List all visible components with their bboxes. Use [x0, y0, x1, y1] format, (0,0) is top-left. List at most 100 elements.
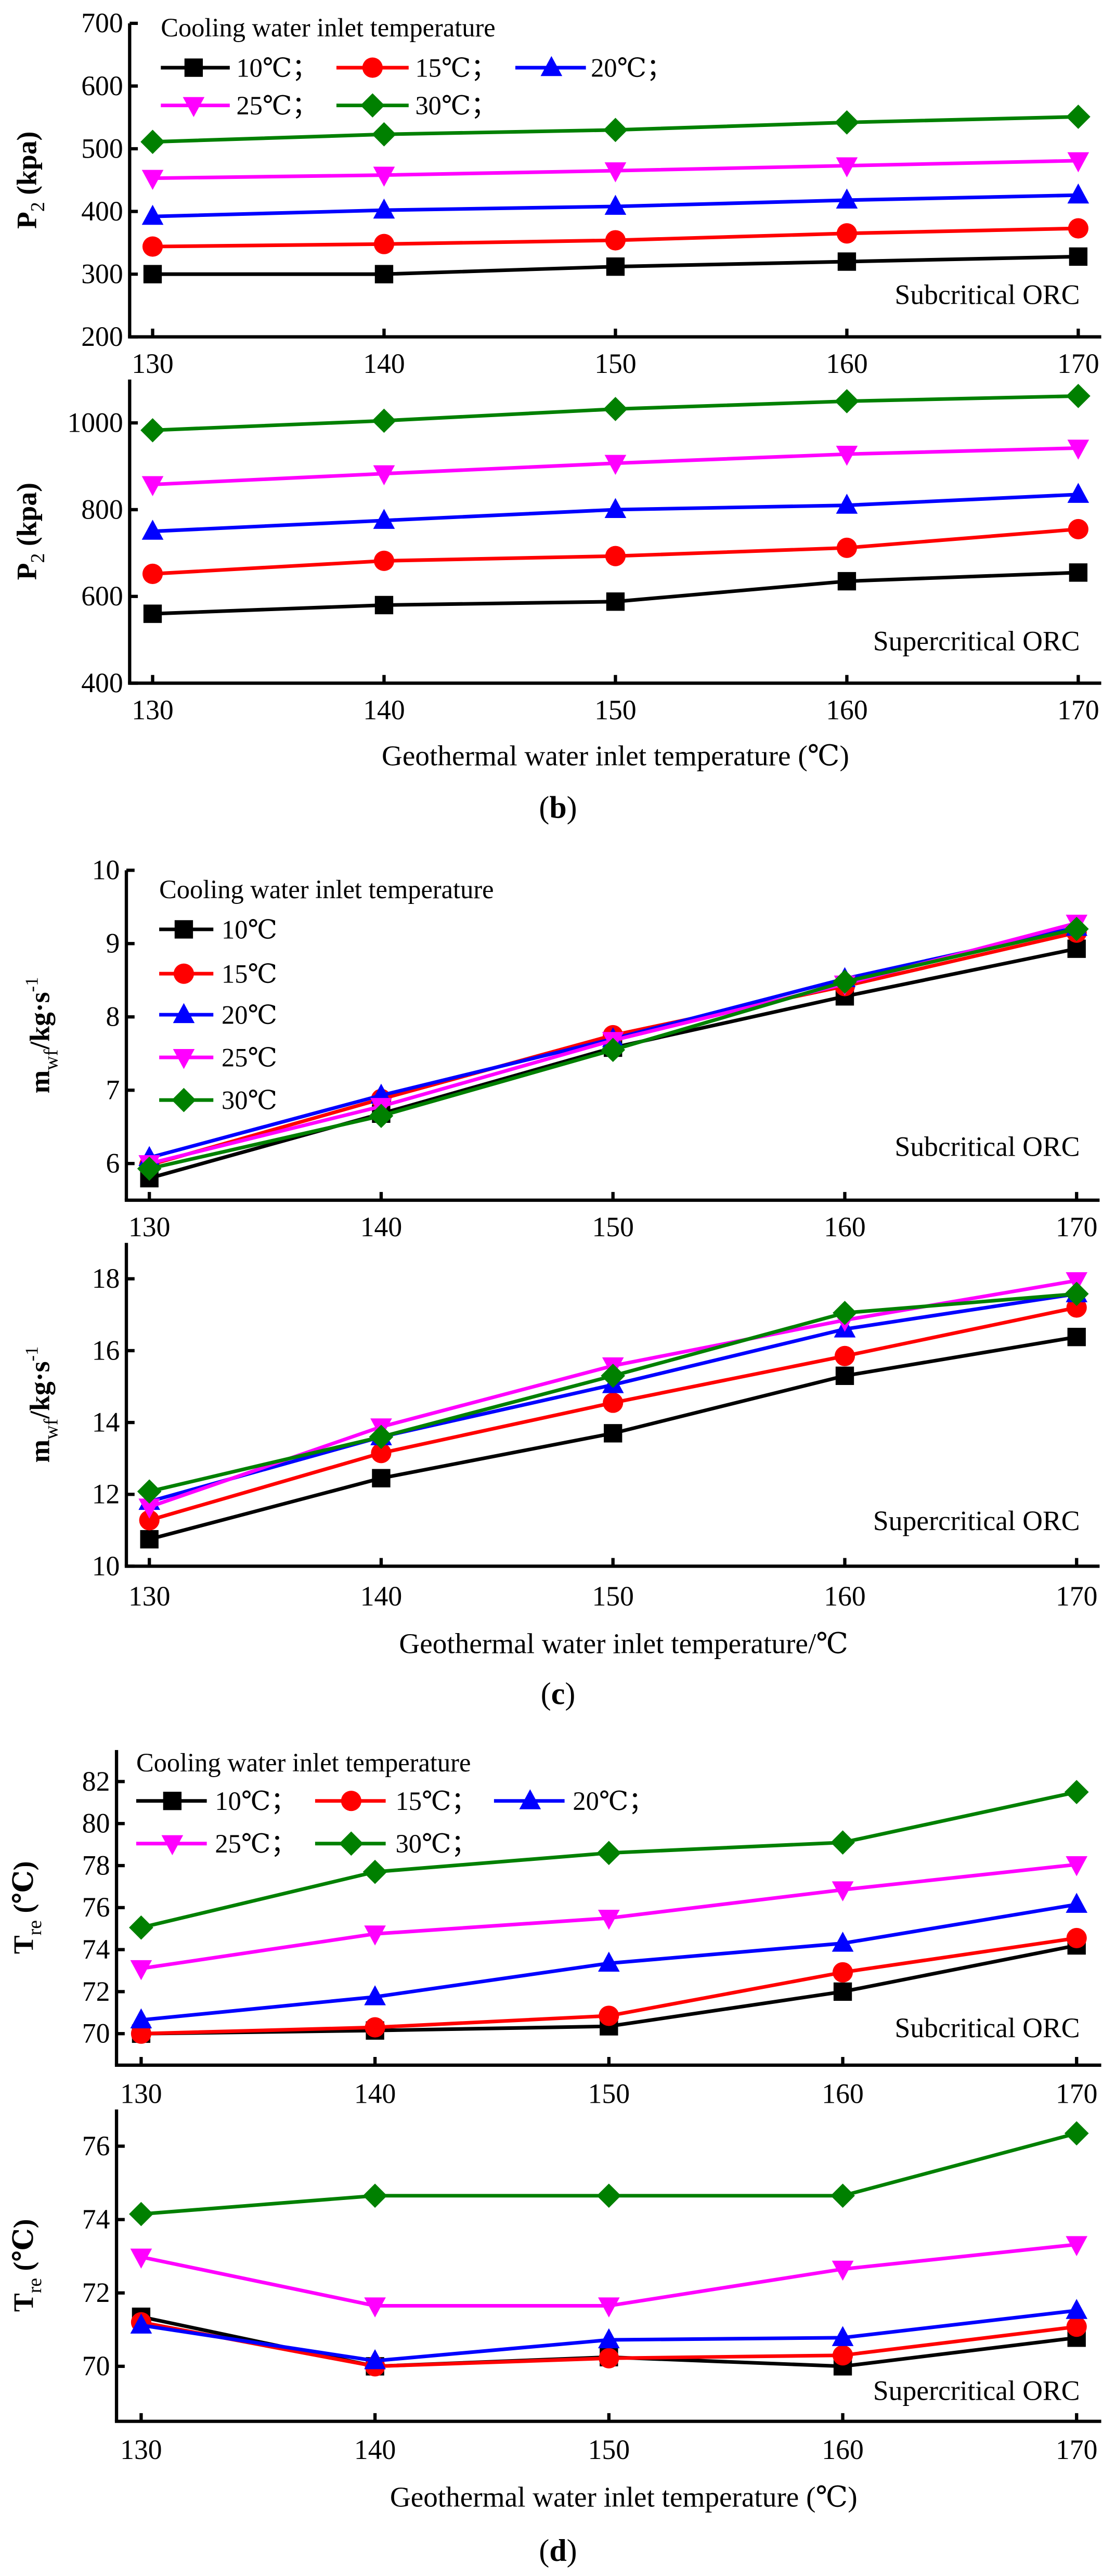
- y-tick-label: 70: [82, 2018, 110, 2049]
- x-tick-label: 150: [588, 2078, 630, 2109]
- legend-label: 25℃；: [215, 1829, 296, 1858]
- y-tick-label: 7: [106, 1075, 120, 1106]
- data-point: [138, 1498, 161, 1519]
- data-point: [1069, 247, 1088, 266]
- regime-annotation: Supercritical ORC: [873, 2375, 1080, 2406]
- data-point: [1066, 2236, 1088, 2257]
- data-point: [364, 1925, 386, 1946]
- data-point: [373, 234, 395, 254]
- panel-c-label: (c): [541, 1677, 576, 1711]
- legend-entry-25c: 25℃；: [136, 1829, 297, 1858]
- y-tick-label: 12: [92, 1479, 120, 1510]
- data-point: [835, 1366, 854, 1385]
- data-point: [836, 494, 858, 514]
- y-tick-label: 72: [82, 2277, 110, 2308]
- data-point: [835, 110, 859, 135]
- y-tick-label: 76: [82, 1892, 110, 1923]
- data-point: [836, 157, 858, 177]
- series-15c: [142, 519, 1088, 584]
- data-point: [364, 2297, 386, 2318]
- data-point: [130, 2248, 152, 2269]
- data-point: [374, 596, 394, 615]
- data-point: [373, 198, 395, 219]
- y-tick-label: 72: [82, 1976, 110, 2007]
- data-point: [836, 223, 858, 244]
- y-tick-label: 200: [81, 321, 123, 352]
- data-point: [599, 2348, 619, 2368]
- x-tick-label: 160: [826, 694, 867, 726]
- legend-entry-15c: 15℃；: [315, 1787, 477, 1816]
- data-point: [141, 520, 164, 540]
- legend-marker: [362, 57, 383, 78]
- legend-label: 10℃；: [236, 53, 318, 82]
- data-point: [1066, 105, 1091, 129]
- data-point: [599, 2005, 619, 2026]
- legend-marker: [184, 58, 203, 77]
- data-point: [364, 1985, 386, 2005]
- data-point: [137, 1479, 162, 1504]
- y-tick-label: 82: [82, 1766, 110, 1797]
- legend-label: 10℃；: [215, 1787, 296, 1816]
- panel-d-label: (d): [539, 2533, 577, 2568]
- x-tick-label: 170: [1056, 1211, 1097, 1242]
- data-point: [833, 1982, 852, 2001]
- legend-entry-20c: 20℃: [159, 1000, 277, 1029]
- y-tick-label: 400: [81, 196, 123, 227]
- y-tick-label: 9: [106, 928, 120, 959]
- data-point: [362, 1859, 387, 1884]
- data-point: [1066, 1856, 1088, 1876]
- data-point: [832, 2345, 853, 2366]
- data-point: [142, 236, 163, 257]
- series-20c: [130, 1893, 1088, 2029]
- series-line: [149, 1305, 1077, 1522]
- data-point: [605, 230, 626, 251]
- data-point: [143, 604, 162, 623]
- data-point: [1067, 483, 1089, 503]
- legend-marker: [163, 1792, 182, 1810]
- data-point: [1068, 519, 1088, 540]
- y-tick-label: 76: [82, 2130, 110, 2161]
- series-20c: [130, 2299, 1088, 2370]
- y-tick-label: 10: [92, 1550, 120, 1582]
- legend-marker: [173, 1003, 195, 1024]
- legend-marker: [173, 1049, 195, 1069]
- data-point: [1066, 1927, 1087, 1948]
- x-tick-label: 140: [354, 2434, 396, 2465]
- x-tick-label: 170: [1056, 1581, 1097, 1612]
- data-point: [1066, 384, 1091, 408]
- data-point: [373, 509, 395, 529]
- regime-annotation: Supercritical ORC: [873, 625, 1080, 656]
- legend: Cooling water inlet temperature 10℃； 15℃； 2…: [136, 1748, 655, 1858]
- x-tick-label: 130: [128, 1581, 170, 1612]
- data-point: [834, 1345, 855, 1366]
- data-point: [604, 498, 627, 519]
- data-point: [369, 1104, 394, 1128]
- data-point: [142, 563, 163, 584]
- data-point: [596, 2183, 621, 2208]
- legend-marker: [540, 56, 563, 76]
- data-point: [601, 1363, 626, 1388]
- y-axis-label: mwf/kg·s-1: [22, 1347, 62, 1463]
- data-point: [832, 1932, 854, 1952]
- data-point: [598, 2328, 620, 2349]
- data-point: [604, 162, 627, 183]
- data-point: [130, 2313, 152, 2334]
- data-point: [836, 188, 858, 209]
- subplot-b-supercritical: 400 600 800 1000 130 140 150 160 170 P2 (kpa) Supe…: [11, 379, 1101, 726]
- data-point: [830, 2183, 855, 2208]
- series-25c: [130, 2236, 1088, 2318]
- x-tick-label: 140: [360, 1211, 402, 1242]
- data-point: [374, 265, 394, 283]
- legend-title: Cooling water inlet temperature: [161, 13, 495, 42]
- subplot-d-supercritical: 70 72 74 76 130 140 150 160 170 Tre (℃) Supercriti…: [8, 2109, 1101, 2465]
- data-point: [1068, 218, 1088, 239]
- data-point: [598, 1909, 620, 1930]
- data-point: [369, 1425, 394, 1449]
- legend-marker: [161, 1835, 184, 1856]
- series-30c: [129, 2121, 1089, 2227]
- legend-marker: [339, 1831, 364, 1856]
- data-point: [604, 1424, 622, 1443]
- x-tick-label: 160: [824, 1211, 865, 1242]
- y-tick-label: 6: [106, 1148, 120, 1179]
- legend-entry-25c: 25℃；: [161, 91, 318, 120]
